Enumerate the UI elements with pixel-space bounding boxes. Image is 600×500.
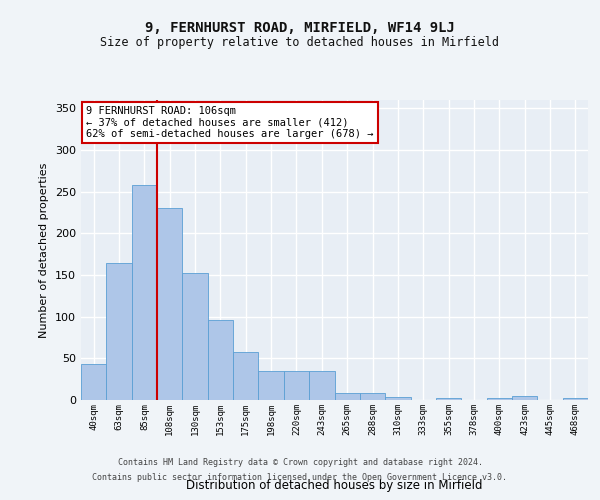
Bar [360, 392, 385, 400]
Bar [309, 371, 335, 400]
Bar [106, 262, 132, 400]
Bar [182, 272, 208, 400]
Bar [512, 396, 538, 400]
X-axis label: Distribution of detached houses by size in Mirfield: Distribution of detached houses by size … [186, 480, 483, 492]
Text: 9 FERNHURST ROAD: 106sqm
← 37% of detached houses are smaller (412)
62% of semi-: 9 FERNHURST ROAD: 106sqm ← 37% of detach… [86, 106, 374, 139]
Text: Contains HM Land Registry data © Crown copyright and database right 2024.: Contains HM Land Registry data © Crown c… [118, 458, 482, 467]
Y-axis label: Number of detached properties: Number of detached properties [40, 162, 49, 338]
Bar [284, 371, 309, 400]
Bar [385, 396, 410, 400]
Bar [436, 398, 461, 400]
Bar [563, 398, 588, 400]
Bar [132, 185, 157, 400]
Bar [208, 320, 233, 400]
Bar [259, 371, 284, 400]
Bar [157, 208, 182, 400]
Bar [81, 364, 106, 400]
Bar [335, 392, 360, 400]
Text: Size of property relative to detached houses in Mirfield: Size of property relative to detached ho… [101, 36, 499, 49]
Bar [487, 398, 512, 400]
Bar [233, 352, 259, 400]
Text: 9, FERNHURST ROAD, MIRFIELD, WF14 9LJ: 9, FERNHURST ROAD, MIRFIELD, WF14 9LJ [145, 20, 455, 34]
Text: Contains public sector information licensed under the Open Government Licence v3: Contains public sector information licen… [92, 473, 508, 482]
